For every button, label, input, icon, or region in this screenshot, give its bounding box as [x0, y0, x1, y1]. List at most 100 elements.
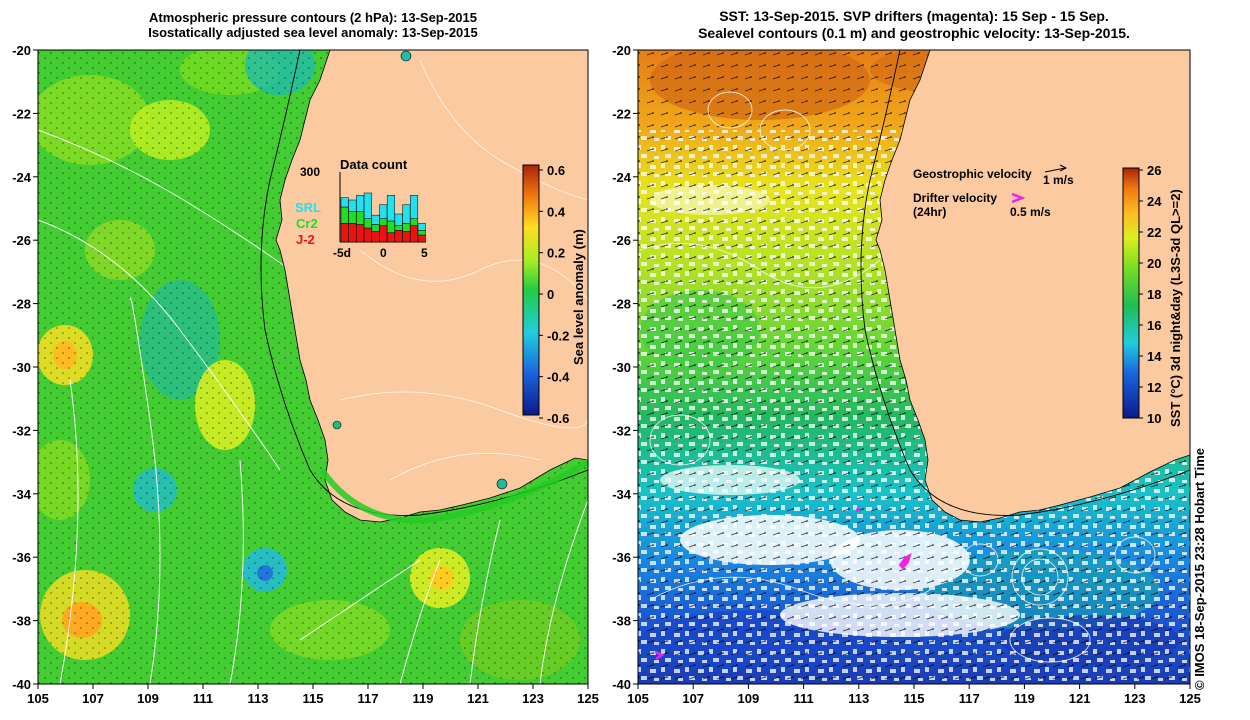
left-ytick: -38	[12, 614, 31, 629]
right-xtick: 109	[738, 691, 760, 706]
geo-velocity-scale: 1 m/s	[1043, 173, 1074, 187]
right-title-line2: Sealevel contours (0.1 m) and geostrophi…	[698, 25, 1130, 41]
inset-bar-srl	[340, 197, 349, 208]
left-axes: 105 107 109 111 113 115 117 119 121 123 125 -20 -22 -…	[12, 43, 599, 706]
sla-cb-tick: 0	[547, 287, 554, 302]
sst-cb-tick: 26	[1147, 163, 1161, 178]
right-australia-land	[875, 50, 1190, 523]
left-ytick: -24	[12, 170, 32, 185]
inset-bar-cr2	[379, 218, 388, 226]
left-xtick: 105	[27, 691, 49, 706]
inset-bar-cr2	[417, 230, 426, 236]
right-ytick: -32	[612, 423, 631, 438]
inset-bar-cr2	[386, 220, 395, 233]
right-ytick: -24	[612, 170, 632, 185]
sst-colorbar: 26 24 22 20 18 16 14 12 10 SST (°C) 3d night&day…	[1122, 163, 1183, 427]
right-ytick: -34	[612, 487, 632, 502]
drifter-track	[898, 552, 912, 570]
drifter-arrow	[654, 650, 665, 661]
left-ytick: -36	[12, 550, 31, 565]
left-xtick: 109	[137, 691, 159, 706]
left-xtick: 113	[248, 691, 269, 706]
sst-cb-tick: 20	[1147, 256, 1161, 271]
left-xtick: 115	[303, 691, 324, 706]
right-ytick: -38	[612, 614, 631, 629]
sla-colorbar: 0.6 0.4 0.2 0 -0.2 -0.4 -0.6 Sea level anomaly…	[522, 163, 586, 426]
inset-bar-srl	[394, 213, 403, 226]
inset-bar-cr2	[394, 225, 403, 231]
right-xtick: 125	[1179, 691, 1201, 706]
inset-bar-srl	[386, 195, 395, 222]
inset-xtick-0: -5d	[333, 246, 351, 260]
inset-bar-j2	[379, 225, 388, 243]
left-ytick: -34	[12, 487, 32, 502]
sst-colorbar-label: SST (°C) 3d night&day (L3S-3d QL>=2)	[1168, 189, 1183, 427]
right-xtick: 119	[1014, 691, 1035, 706]
drifter-velocity-label: Drifter velocity	[913, 191, 997, 205]
sla-cb-tick: -0.6	[547, 411, 569, 426]
inset-bars	[340, 192, 426, 243]
sla-cb-tick: 0.4	[547, 204, 566, 219]
inset-bar-srl	[417, 223, 426, 231]
inset-bar-j2	[410, 225, 419, 243]
sla-cb-tick: -0.2	[547, 328, 569, 343]
sst-cb-tick: 14	[1147, 349, 1162, 364]
right-xtick: 117	[959, 691, 980, 706]
legend-cr2: Cr2	[296, 216, 318, 231]
right-ytick: -22	[612, 106, 631, 121]
inset-xtick-2: 5	[421, 246, 428, 260]
inset-ymax-label: 300	[300, 165, 320, 179]
inset-bar-j2	[363, 227, 372, 243]
geo-velocity-label: Geostrophic velocity	[913, 167, 1032, 181]
left-ytick: -28	[12, 297, 31, 312]
right-shelf-line	[860, 50, 1190, 516]
inset-bar-j2	[348, 223, 357, 243]
right-xtick: 123	[1124, 691, 1146, 706]
right-xtick: 105	[627, 691, 649, 706]
left-title-line2: Isostatically adjusted sea level anomaly…	[148, 25, 478, 40]
inset-bar-cr2	[348, 211, 357, 224]
left-ytick: -30	[12, 360, 31, 375]
velocity-legend: Geostrophic velocity 1 m/s Drifter veloc…	[913, 164, 1074, 219]
left-xtick: 121	[467, 691, 489, 706]
left-ytick: -40	[12, 677, 31, 692]
legend-srl: SRL	[295, 200, 321, 215]
sst-cb-tick: 18	[1147, 287, 1161, 302]
inset-bar-j2	[386, 232, 395, 243]
inset-bar-cr2	[402, 223, 411, 232]
sla-cb-tick: 0.2	[547, 246, 565, 261]
drifter-legend-arrow	[1011, 192, 1026, 204]
right-ytick: -30	[612, 360, 631, 375]
inset-bar-j2	[417, 234, 426, 243]
inset-bar-j2	[356, 224, 365, 243]
left-xtick: 119	[413, 691, 434, 706]
drifter-velocity-sub: (24hr)	[913, 205, 946, 219]
inset-bar-cr2	[356, 211, 365, 225]
right-ytick: -26	[612, 233, 631, 248]
left-map	[38, 50, 588, 684]
inset-bar-srl	[348, 199, 357, 212]
right-xtick: 107	[682, 691, 704, 706]
inset-bar-j2	[394, 230, 403, 243]
legend-j2: J-2	[296, 232, 315, 247]
sst-cb-tick: 16	[1147, 318, 1161, 333]
right-xtick: 121	[1069, 691, 1091, 706]
sealevel-contours	[639, 91, 1156, 663]
drifter-point	[856, 508, 860, 512]
right-ytick: -28	[612, 297, 631, 312]
inset-bar-srl	[410, 195, 419, 219]
left-ytick: -22	[12, 106, 31, 121]
right-xtick: 113	[848, 691, 869, 706]
right-ytick: -20	[612, 43, 631, 58]
right-title-line1: SST: 13-Sep-2015. SVP drifters (magenta)…	[719, 8, 1109, 24]
right-map	[638, 50, 1190, 684]
sst-cb-tick: 10	[1147, 411, 1161, 426]
inset-title: Data count	[340, 157, 408, 172]
left-land-contours	[339, 59, 588, 481]
inset-bar-srl	[371, 214, 380, 225]
drifter-velocity-scale: 0.5 m/s	[1010, 205, 1051, 219]
sla-cb-tick: -0.4	[547, 370, 570, 385]
left-xtick: 117	[358, 691, 379, 706]
sla-cb-tick: 0.6	[547, 163, 565, 178]
